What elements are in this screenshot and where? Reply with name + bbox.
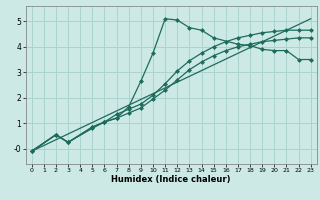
X-axis label: Humidex (Indice chaleur): Humidex (Indice chaleur)	[111, 175, 231, 184]
